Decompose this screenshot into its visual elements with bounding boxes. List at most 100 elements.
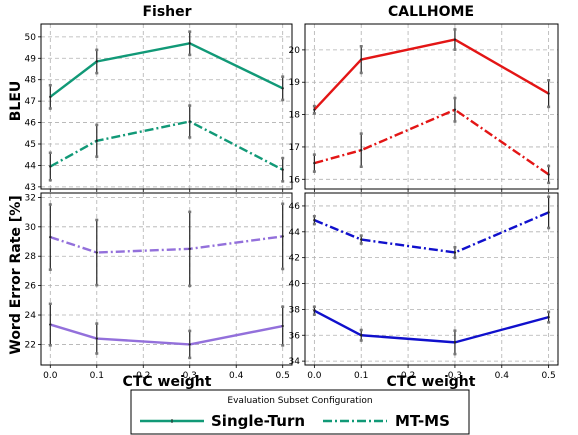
errorbar-cap-mt-ms [359,234,363,237]
data-point-mt-ms [281,168,284,171]
y-tick-label: 46 [25,119,37,129]
series-line-mt-ms [313,211,550,254]
y-tick-label: 38 [289,305,301,315]
axes-frame [304,23,559,190]
errorbar-cap-mt-ms [312,214,316,218]
errorbar-cap-single-turn [453,48,457,51]
data-point-single-turn [453,38,457,41]
errorbar-cap-single-turn [188,30,192,33]
y-tick-label: 22 [25,340,36,350]
errorbar-cap-mt-ms [453,256,457,259]
series-line-mt-ms [49,120,284,171]
errorbar-cap-single-turn [312,313,316,316]
errorbar-cap-single-turn [281,98,285,102]
errorbar-cap-mt-ms [188,136,192,139]
panel-fisher-bleu: 43 44 45 46 47 48 49 50 [25,23,293,193]
legend-box [130,389,470,435]
x-tick-label: 0.2 [136,371,150,381]
y-tick-label: 30 [25,223,37,233]
y-tick-label: 49 [25,54,37,64]
data-point-mt-ms [313,218,316,222]
series-line-single-turn [49,323,283,346]
ylabel-wer: Word Error Rate [%] [8,195,24,354]
errorbar-cap-mt-ms [453,96,457,100]
xlabel-left: CTC weight [123,374,212,390]
errorbar-cap-single-turn [359,328,363,332]
y-tick-label: 20 [289,46,301,56]
y-tick-label: 46 [289,202,301,212]
y-tick-label: 44 [25,161,37,171]
ylabel-bleu: BLEU [8,81,24,122]
legend-label-mt-ms: MT-MS [395,412,450,430]
y-tick-label: 17 [289,143,300,153]
data-point-single-turn [360,334,363,337]
errorbar-cap-mt-ms [95,155,99,158]
legend-title: Evaluation Subset Configuration [227,396,372,406]
x-tick-label: 0.2 [401,371,415,381]
errorbar-cap-mt-ms [48,268,52,271]
data-point-single-turn [281,324,284,328]
y-tick-label: 40 [289,280,301,290]
panel-title-callhome: CALLHOME [388,4,474,20]
y-tick-label: 36 [289,331,301,341]
errorbar-cap-single-turn [547,310,551,314]
axes-frame [304,192,559,366]
errorbar-cap-single-turn [95,322,99,325]
x-tick-label: 0.0 [307,371,322,381]
data-point-mt-ms [360,148,363,152]
x-tick-label: 0.4 [229,371,244,381]
data-point-single-turn [49,95,52,99]
errorbar-cap-single-turn [281,75,285,78]
errorbar-cap-single-turn [48,107,52,110]
y-tick-label: 42 [289,254,300,264]
legend: Evaluation Subset Configuration Single-T… [130,389,470,435]
errorbar-cap-single-turn [359,339,363,342]
series-line-single-turn [313,38,550,111]
errorbar-cap-mt-ms [547,164,551,168]
data-point-single-turn [360,58,363,61]
series-line-mt-ms [49,235,283,254]
data-point-mt-ms [281,235,284,238]
x-tick-label: 0.5 [541,371,555,381]
errorbar-cap-mt-ms [453,120,457,123]
errorbar-cap-mt-ms [48,203,52,206]
data-point-single-turn [313,309,316,312]
errorbar-cap-single-turn [359,71,363,75]
errorbar-cap-single-turn [95,48,99,52]
errorbar-cap-single-turn [453,329,457,332]
errorbar-cap-mt-ms [312,153,316,156]
data-point-single-turn [453,341,457,344]
errorbar-cap-mt-ms [359,132,363,135]
y-tick-label: 18 [289,111,301,121]
errorbar-cap-single-turn [312,112,316,115]
data-point-single-turn [313,108,316,111]
data-point-mt-ms [188,120,191,123]
errorbar-cap-mt-ms [95,123,99,127]
y-tick-label: 45 [25,140,36,150]
y-tick-label: 19 [289,78,301,88]
axes-frame [40,23,293,190]
errorbar-cap-single-turn [95,71,99,75]
errorbar-cap-mt-ms [95,218,99,222]
errorbar-cap-single-turn [281,344,285,347]
panel-callhome-wer: 0.0 0.1 0.2 0.3 0.4 0.5 34 36 38 40 42 44 46 [289,192,559,381]
errorbar-cap-mt-ms [188,210,192,214]
y-tick-label: 24 [25,311,37,321]
data-point-mt-ms [360,238,363,241]
errorbar-cap-single-turn [188,356,192,360]
errorbar-cap-mt-ms [312,170,316,173]
errorbar-cap-single-turn [188,53,192,57]
data-point-single-turn [95,337,98,340]
data-point-mt-ms [453,251,457,254]
data-point-single-turn [49,323,52,326]
errorbar-cap-mt-ms [188,284,192,288]
y-tick-label: 44 [289,228,301,238]
y-tick-label: 47 [25,97,36,107]
series-line-single-turn [313,309,549,344]
data-point-single-turn [281,87,284,90]
x-tick-label: 0.5 [276,371,290,381]
errorbar-cap-single-turn [48,344,52,347]
axes-frame [40,192,293,366]
